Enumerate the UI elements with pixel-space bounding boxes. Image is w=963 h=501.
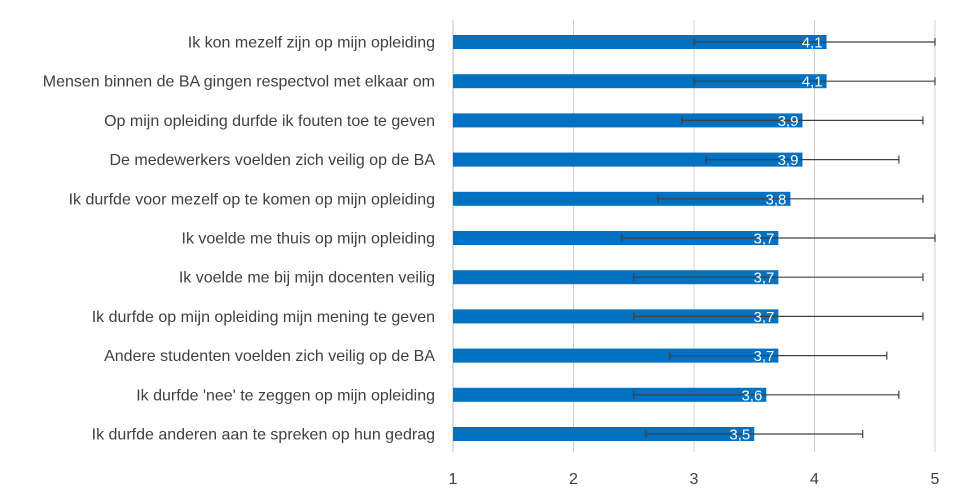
- data-label: 3,9: [778, 152, 799, 169]
- bar: [453, 309, 779, 324]
- data-label: 3,7: [753, 309, 774, 326]
- data-label: 3,7: [753, 348, 774, 365]
- data-label: 3,5: [729, 427, 750, 444]
- data-label: 3,7: [753, 231, 774, 248]
- bar: [453, 270, 779, 285]
- bar: [453, 231, 779, 245]
- data-label: 3,7: [753, 270, 774, 287]
- category-label: Ik voelde me bij mijn docenten veilig: [179, 270, 435, 287]
- category-label: Op mijn opleiding durfde ik fouten toe t…: [104, 113, 435, 130]
- category-label: Andere studenten voelden zich veilig op …: [104, 348, 435, 365]
- category-label: De medewerkers voelden zich veilig op de…: [110, 152, 436, 169]
- x-tick-label: 1: [449, 471, 458, 488]
- data-label: 3,6: [741, 387, 762, 404]
- x-tick-label: 3: [690, 471, 699, 488]
- category-label: Ik voelde me thuis op mijn opleiding: [182, 231, 435, 248]
- category-label: Ik durfde op mijn opleiding mijn mening …: [92, 309, 435, 326]
- data-label: 4,1: [802, 35, 823, 52]
- bar: [453, 74, 827, 89]
- category-label: Ik durfde 'nee' te zeggen op mijn opleid…: [136, 387, 435, 404]
- data-label: 4,1: [802, 74, 823, 91]
- bar: [453, 113, 803, 128]
- x-tick-label: 5: [931, 471, 940, 488]
- category-label: Ik durfde anderen aan te spreken op hun …: [92, 427, 435, 444]
- bar: [453, 35, 827, 49]
- bar: [453, 387, 767, 402]
- category-label: Ik kon mezelf zijn op mijn opleiding: [188, 35, 435, 52]
- x-tick-label: 2: [569, 471, 578, 488]
- category-label: Mensen binnen de BA gingen respectvol me…: [43, 74, 435, 91]
- bar: [453, 152, 803, 167]
- category-label: Ik durfde voor mezelf op te komen op mij…: [69, 191, 435, 208]
- bar: [453, 191, 791, 206]
- data-label: 3,9: [778, 113, 799, 130]
- bar: [453, 427, 755, 441]
- data-label: 3,8: [766, 191, 787, 208]
- x-tick-label: 4: [810, 471, 819, 488]
- bar: [453, 348, 779, 363]
